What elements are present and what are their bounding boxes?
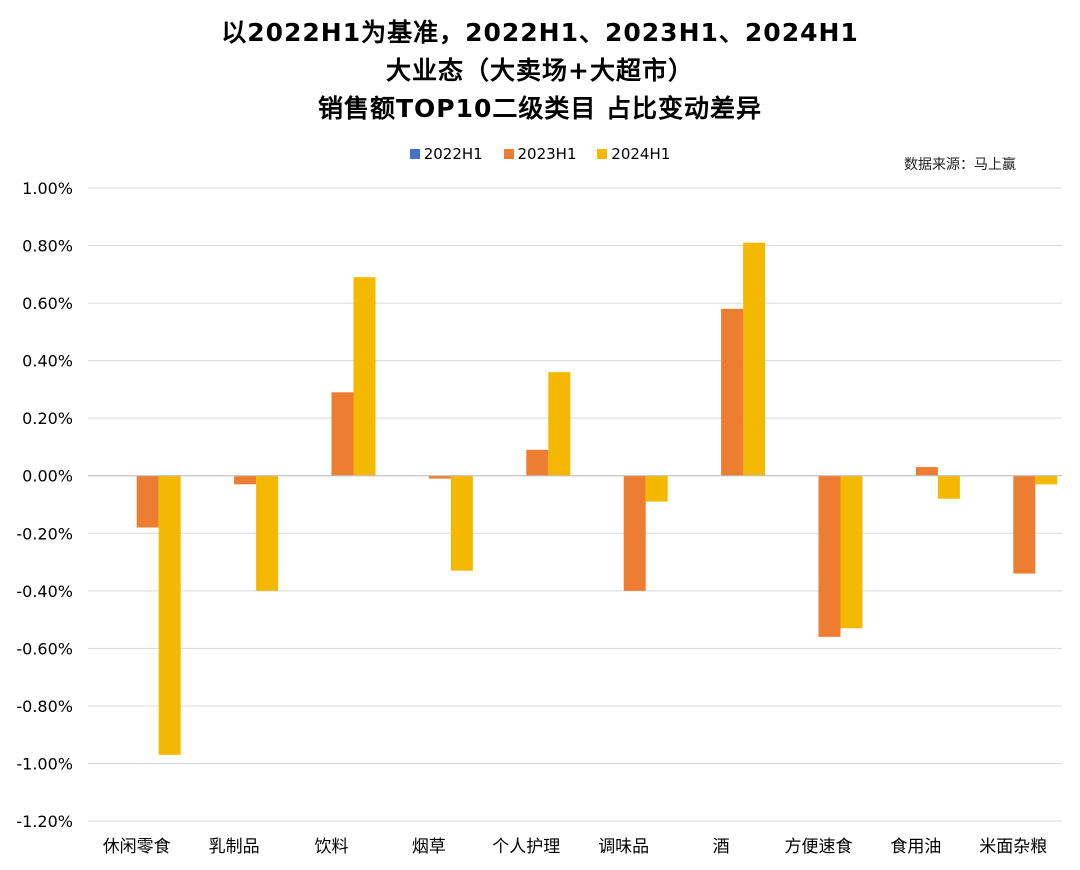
y-tick-label: 0.00% (22, 467, 73, 486)
x-category-label: 食用油 (890, 837, 941, 857)
legend: 2022H1 2023H1 2024H1 (0, 145, 1080, 163)
title-line-2: 大业态（大卖场+大超市） (386, 56, 694, 85)
y-tick-label: -0.20% (16, 524, 73, 543)
legend-item-2024h1: 2024H1 (597, 145, 670, 163)
bar-2023h1-0 (136, 475, 159, 528)
x-category-label: 方便速食 (785, 837, 853, 857)
y-tick-label: 0.60% (22, 294, 73, 313)
legend-swatch-2022h1 (409, 149, 420, 159)
bar-2023h1-6 (721, 308, 744, 476)
legend-label-2022h1: 2022H1 (423, 145, 483, 163)
bar-2024h1-7 (840, 475, 863, 629)
y-tick-label: 0.20% (22, 409, 73, 428)
bar-2023h1-1 (234, 475, 257, 485)
x-category-label: 乳制品 (209, 837, 260, 857)
bar-2023h1-8 (915, 467, 938, 476)
bar-2023h1-5 (623, 475, 646, 591)
y-tick-label: 1.00% (22, 179, 73, 198)
y-tick-label: 0.80% (22, 237, 73, 256)
bar-2024h1-4 (548, 372, 571, 476)
legend-label-2024h1: 2024H1 (611, 145, 671, 163)
bar-2023h1-7 (818, 475, 841, 637)
bar-2023h1-3 (428, 475, 451, 479)
bar-2024h1-6 (743, 242, 766, 476)
bar-2024h1-1 (256, 475, 279, 591)
y-tick-label: -1.20% (16, 812, 73, 831)
bar-2024h1-8 (937, 475, 960, 499)
x-category-label: 调味品 (598, 837, 649, 857)
bar-2024h1-9 (1035, 475, 1058, 485)
bar-2023h1-9 (1013, 475, 1036, 574)
x-category-label: 酒 (713, 837, 730, 857)
title-line-1: 以2022H1为基准，2022H1、2023H1、2024H1 (221, 18, 859, 47)
x-category-label: 烟草 (412, 837, 446, 857)
y-tick-label: -0.60% (16, 639, 73, 658)
bar-2024h1-2 (353, 277, 376, 476)
bar-2024h1-3 (450, 475, 473, 571)
bar-2024h1-0 (158, 475, 181, 755)
x-category-label: 休闲零食 (103, 837, 171, 857)
legend-label-2023h1: 2023H1 (517, 145, 577, 163)
data-source-note: 数据来源：马上赢 (904, 157, 1016, 173)
bar-2023h1-2 (331, 392, 354, 476)
legend-item-2022h1: 2022H1 (409, 145, 483, 163)
chart-title: 以2022H1为基准，2022H1、2023H1、2024H1 大业态（大卖场+… (0, 14, 1080, 128)
y-tick-label: -0.40% (16, 582, 73, 601)
x-category-label: 个人护理 (492, 837, 560, 857)
bar-2023h1-4 (526, 449, 549, 476)
title-line-3: 销售额TOP10二级类目 占比变动差异 (317, 94, 763, 123)
legend-swatch-2024h1 (597, 149, 608, 159)
y-tick-label: 0.40% (22, 352, 73, 371)
x-category-label: 米面杂粮 (979, 837, 1047, 857)
y-tick-label: -1.00% (16, 754, 73, 773)
legend-swatch-2023h1 (503, 149, 514, 159)
legend-item-2023h1: 2023H1 (503, 145, 577, 163)
y-tick-label: -0.80% (16, 697, 73, 716)
bar-2024h1-5 (645, 475, 668, 502)
x-category-label: 饮料 (315, 837, 349, 857)
